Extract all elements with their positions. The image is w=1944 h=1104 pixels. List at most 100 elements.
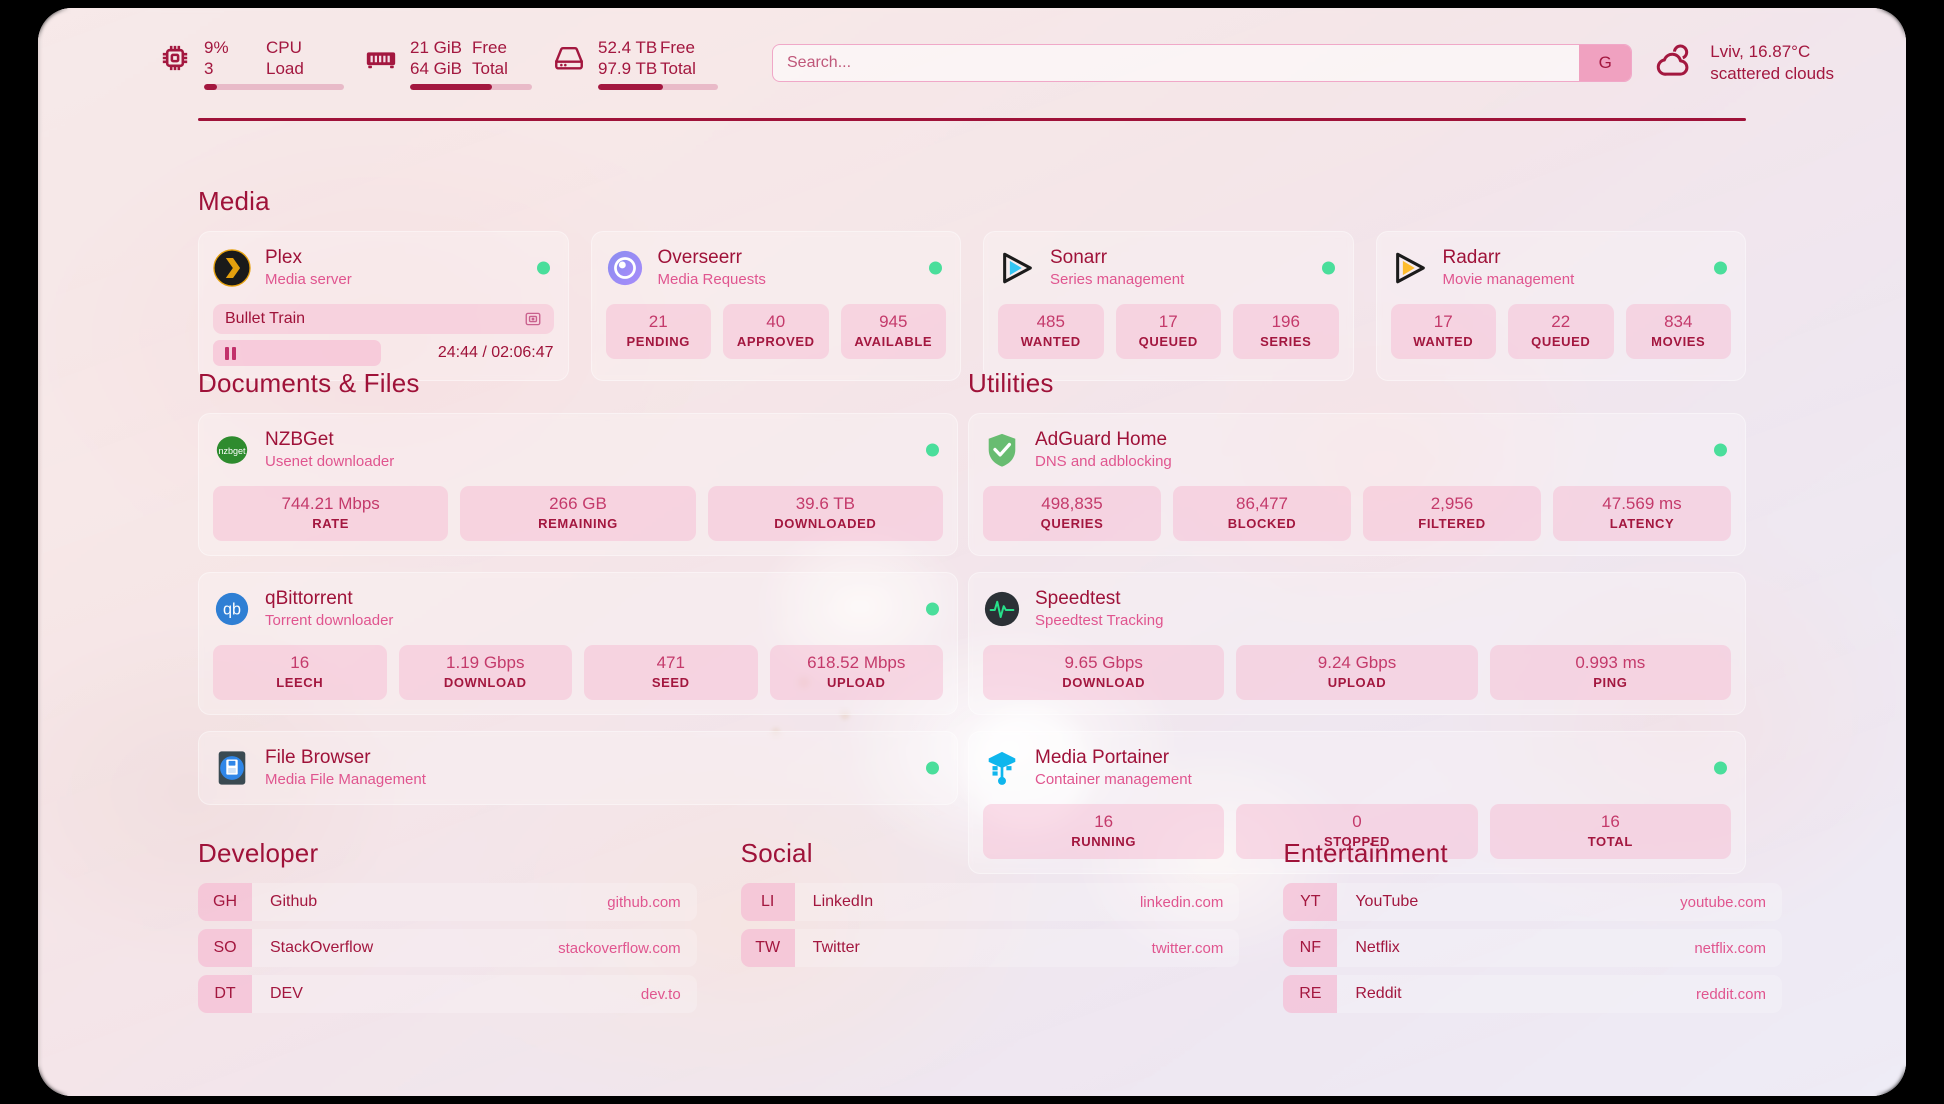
- stat-tile: 17 WANTED: [1390, 304, 1496, 359]
- app-card-speedtest[interactable]: Speedtest Speedtest Tracking 9.65 Gbps D…: [968, 572, 1746, 715]
- search-input[interactable]: [773, 45, 1580, 81]
- app-subtitle: Movie management: [1442, 271, 1575, 288]
- bookmark-list: GH Github github.com SO StackOverflow st…: [198, 883, 697, 1013]
- bookmark-badge: GH: [198, 883, 252, 921]
- stat-tile: 22 QUEUED: [1508, 304, 1614, 359]
- system-stat-memory: 21 GiB 64 GiB Free Total: [364, 37, 532, 90]
- bookmark-name: LinkedIn: [812, 893, 874, 910]
- stat-value: 0.993 ms: [1575, 653, 1646, 672]
- memory-label-free: Free: [472, 37, 507, 57]
- stat-tile: 9.65 Gbps DOWNLOAD: [983, 645, 1225, 700]
- cast-icon[interactable]: [524, 310, 542, 328]
- stat-label: SEED: [651, 675, 690, 690]
- bookmark-group-developer: Developer GH Github github.com SO StackO…: [198, 838, 697, 1013]
- stat-label: RUNNING: [1071, 834, 1137, 849]
- app-card-plex[interactable]: Plex Media server Bullet Train: [198, 231, 569, 381]
- stat-value: 1.19 Gbps: [446, 653, 525, 672]
- status-badge: [1714, 261, 1727, 275]
- search-engine-button[interactable]: G: [1579, 45, 1632, 81]
- stat-tile: 196 SERIES: [1233, 304, 1339, 359]
- documents-card-stack: nzbget NZBGet Usenet downloader 744.21 M…: [198, 413, 958, 805]
- speedtest-icon: [983, 590, 1021, 628]
- weather-widget[interactable]: Lviv, 16.87°C scattered clouds: [1654, 41, 1834, 85]
- stat-label: LEECH: [276, 675, 324, 690]
- stat-value: 834: [1664, 312, 1693, 331]
- app-name: Sonarr: [1050, 247, 1108, 268]
- bookmark-url: github.com: [607, 893, 681, 911]
- bookmark-badge: TW: [740, 929, 795, 967]
- stat-label: PING: [1593, 675, 1628, 690]
- bookmark-name: Twitter: [812, 939, 860, 956]
- stat-tile: 1.19 Gbps DOWNLOAD: [398, 645, 572, 700]
- app-card-adguard-home[interactable]: AdGuard Home DNS and adblocking 498,835 …: [968, 413, 1746, 556]
- app-stats: 744.21 Mbps RATE 266 GB REMAINING 39.6 T…: [213, 486, 943, 541]
- stat-label: PENDING: [626, 334, 690, 349]
- now-playing-title: Bullet Train: [225, 310, 306, 327]
- app-stats: 16 LEECH 1.19 Gbps DOWNLOAD 471 SEED 6: [213, 645, 943, 700]
- qbittorrent-icon: qb: [213, 590, 251, 628]
- bookmark-dev[interactable]: DT DEV dev.to: [198, 975, 697, 1013]
- disk-usage-bar: [598, 83, 718, 90]
- app-name: AdGuard Home: [1035, 429, 1168, 450]
- top-bar: 9% 3 CPU Load: [38, 8, 1906, 118]
- app-card-file-browser[interactable]: File Browser Media File Management: [198, 731, 958, 805]
- stat-value: 21: [648, 312, 668, 331]
- bookmark-reddit[interactable]: RE Reddit reddit.com: [1283, 975, 1783, 1013]
- disk-label-total: Total: [660, 58, 696, 78]
- search-bar[interactable]: G: [772, 44, 1633, 82]
- stat-tile: 86,477 BLOCKED: [1173, 486, 1351, 541]
- bookmark-youtube[interactable]: YT YouTube youtube.com: [1283, 883, 1783, 921]
- bookmark-github[interactable]: GH Github github.com: [198, 883, 697, 921]
- memory-usage-bar: [410, 83, 532, 90]
- disk-value-free: 52.4 TB: [598, 37, 658, 57]
- stat-label: DOWNLOADED: [774, 516, 877, 531]
- stat-value: 2,956: [1430, 494, 1474, 513]
- bookmark-name: Reddit: [1355, 985, 1402, 1002]
- bookmark-url: dev.to: [640, 985, 681, 1003]
- bookmark-name: DEV: [270, 985, 303, 1002]
- stat-tile: 945 AVAILABLE: [840, 304, 946, 359]
- utilities-card-stack: AdGuard Home DNS and adblocking 498,835 …: [968, 413, 1746, 874]
- bookmark-twitter[interactable]: TW Twitter twitter.com: [740, 929, 1240, 967]
- stat-label: APPROVED: [736, 334, 815, 349]
- app-card-radarr[interactable]: Radarr Movie management 17 WANTED 22 QUE…: [1375, 231, 1746, 381]
- stat-value: 618.52 Mbps: [807, 653, 906, 672]
- app-stats: 17 WANTED 22 QUEUED 834 MOVIES: [1390, 304, 1731, 359]
- dashboard-window: 9% 3 CPU Load: [38, 8, 1906, 1096]
- pause-icon[interactable]: [225, 346, 236, 360]
- app-subtitle: Usenet downloader: [265, 453, 395, 470]
- stat-tile: 618.52 Mbps UPLOAD: [769, 645, 943, 700]
- app-card-media-portainer[interactable]: Media Portainer Container management 16 …: [968, 731, 1746, 874]
- stat-label: RATE: [312, 516, 350, 531]
- memory-value-total: 64 GiB: [410, 58, 462, 78]
- app-subtitle: Speedtest Tracking: [1035, 612, 1164, 629]
- app-subtitle: DNS and adblocking: [1035, 453, 1172, 470]
- app-card-header: Sonarr Series management: [998, 246, 1339, 290]
- now-playing-controls: 24:44 / 02:06:47: [213, 340, 554, 366]
- stat-label: WANTED: [1020, 334, 1081, 349]
- app-card-qbittorrent[interactable]: qb qBittorrent Torrent downloader 16 LEE…: [198, 572, 958, 715]
- bookmark-linkedin[interactable]: LI LinkedIn linkedin.com: [740, 883, 1240, 921]
- bookmark-stackoverflow[interactable]: SO StackOverflow stackoverflow.com: [198, 929, 697, 967]
- bookmark-group-entertainment: Entertainment YT YouTube youtube.com NF …: [1283, 838, 1783, 1013]
- now-playing-bar[interactable]: Bullet Train: [213, 304, 554, 334]
- playback-progress-bar[interactable]: [213, 340, 381, 366]
- system-stat-cpu: 9% 3 CPU Load: [158, 37, 344, 90]
- status-badge: [926, 443, 939, 457]
- stat-value: 744.21 Mbps: [281, 494, 380, 513]
- file-browser-icon: [213, 749, 251, 787]
- app-card-sonarr[interactable]: Sonarr Series management 485 WANTED 17 Q…: [983, 231, 1354, 381]
- app-card-overseerr[interactable]: Overseerr Media Requests 21 PENDING 40 A…: [590, 231, 961, 381]
- dashboard-content: 9% 3 CPU Load: [38, 8, 1906, 1096]
- status-badge: [926, 761, 939, 775]
- stat-tile: 266 GB REMAINING: [460, 486, 696, 541]
- app-card-nzbget[interactable]: nzbget NZBGet Usenet downloader 744.21 M…: [198, 413, 958, 556]
- nzbget-icon: nzbget: [213, 431, 251, 469]
- stat-value: 16: [1094, 812, 1114, 831]
- stat-label: DOWNLOAD: [1062, 675, 1146, 690]
- radarr-icon: [1391, 249, 1429, 287]
- cpu-value-2: 3: [204, 58, 214, 78]
- bookmark-badge: NF: [1283, 929, 1338, 967]
- bookmark-netflix[interactable]: NF Netflix netflix.com: [1283, 929, 1783, 967]
- stat-value: 485: [1036, 312, 1065, 331]
